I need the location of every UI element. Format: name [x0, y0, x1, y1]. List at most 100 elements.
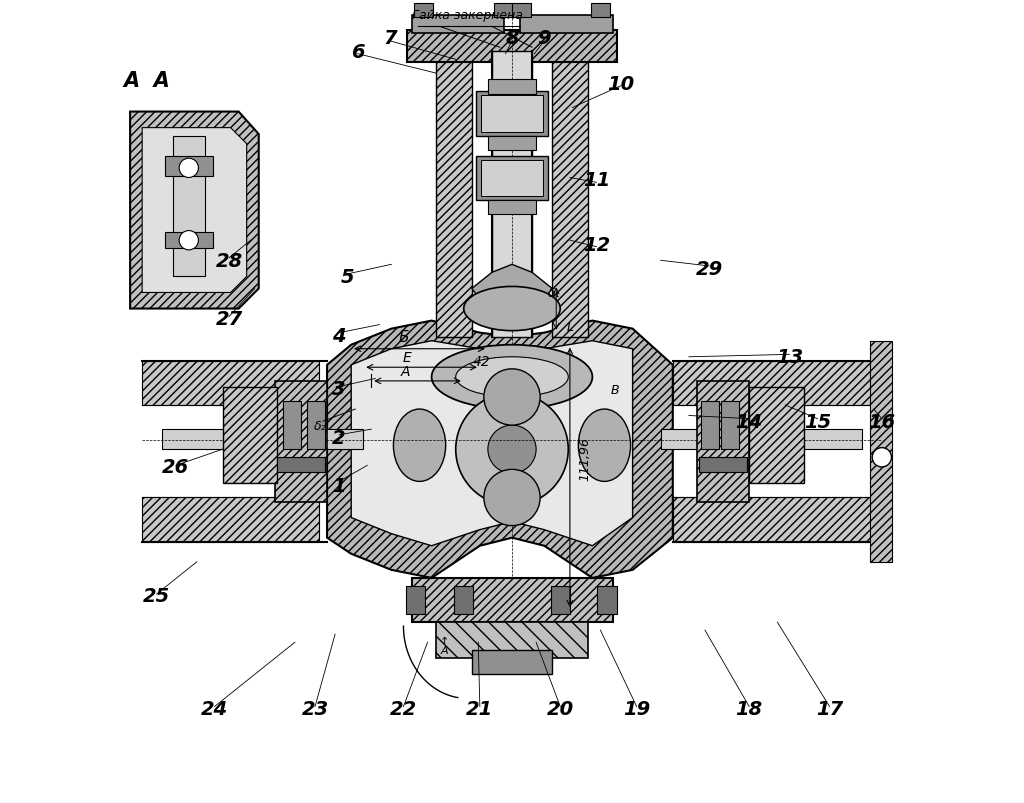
Ellipse shape	[456, 357, 568, 397]
Text: 2: 2	[333, 428, 346, 447]
Text: 15: 15	[804, 412, 831, 431]
Bar	[721, 402, 738, 450]
Bar	[597, 586, 616, 614]
Text: δ₁: δ₁	[548, 287, 561, 300]
Bar	[412, 578, 612, 622]
Text: 1: 1	[333, 476, 346, 495]
Bar	[487, 201, 537, 215]
Text: 26: 26	[162, 458, 189, 477]
Circle shape	[484, 470, 540, 526]
Polygon shape	[472, 265, 552, 321]
Bar	[414, 4, 433, 18]
Text: 6: 6	[351, 43, 365, 62]
Bar	[591, 4, 610, 18]
Bar	[165, 233, 213, 249]
Bar	[487, 137, 537, 151]
Bar	[278, 458, 326, 472]
Bar	[307, 402, 325, 450]
Bar	[660, 430, 862, 450]
Bar	[412, 16, 504, 34]
Bar	[701, 402, 719, 450]
Text: 14: 14	[735, 412, 763, 431]
Bar	[142, 361, 319, 406]
Text: ↑
А: ↑ А	[439, 636, 450, 655]
Text: 25: 25	[143, 586, 170, 605]
Bar	[750, 387, 804, 483]
Text: 13: 13	[776, 348, 803, 367]
Bar	[454, 586, 473, 614]
Text: 23: 23	[301, 699, 329, 718]
Text: 9: 9	[538, 29, 551, 48]
Bar	[165, 157, 213, 177]
Polygon shape	[351, 341, 633, 546]
Ellipse shape	[431, 345, 593, 410]
Bar	[487, 80, 537, 95]
Text: 5: 5	[340, 267, 354, 287]
Ellipse shape	[464, 287, 560, 331]
Text: 111,96: 111,96	[578, 437, 591, 481]
Text: 16: 16	[868, 412, 895, 431]
Text: 12: 12	[583, 235, 610, 255]
Bar	[274, 381, 327, 502]
Polygon shape	[142, 128, 247, 293]
Bar	[673, 498, 873, 542]
Bar	[142, 498, 319, 542]
Text: L: L	[566, 321, 573, 334]
Text: 20: 20	[547, 699, 573, 718]
Text: А  А: А А	[124, 71, 170, 91]
Bar	[283, 402, 301, 450]
Text: 24: 24	[201, 699, 228, 718]
Bar	[472, 650, 552, 675]
Text: δ₂: δ₂	[314, 420, 327, 433]
Text: А: А	[401, 365, 411, 379]
Text: 28: 28	[215, 251, 243, 271]
Text: 4: 4	[333, 326, 346, 345]
Text: 42: 42	[472, 354, 490, 369]
Bar	[698, 458, 746, 472]
Circle shape	[179, 231, 199, 251]
Text: 21: 21	[466, 699, 494, 718]
Text: Гайка закернена: Гайка закернена	[413, 10, 523, 22]
Bar	[435, 52, 472, 337]
Ellipse shape	[393, 410, 445, 482]
Circle shape	[484, 369, 540, 426]
Bar	[697, 381, 750, 502]
Text: 29: 29	[695, 259, 723, 279]
Bar	[512, 4, 531, 18]
Ellipse shape	[579, 410, 631, 482]
Polygon shape	[327, 321, 673, 578]
Bar	[435, 622, 589, 658]
Text: 10: 10	[607, 75, 634, 94]
Bar	[520, 16, 612, 34]
Text: 27: 27	[215, 310, 243, 329]
Circle shape	[456, 393, 568, 506]
Bar	[551, 586, 570, 614]
Text: 3: 3	[333, 380, 346, 399]
Bar	[481, 96, 543, 132]
Bar	[406, 586, 425, 614]
Text: 8: 8	[505, 29, 519, 48]
Bar	[552, 52, 589, 337]
Text: Б: Б	[398, 329, 409, 344]
Text: 19: 19	[623, 699, 650, 718]
Bar	[476, 157, 548, 201]
Circle shape	[872, 448, 892, 467]
Bar	[476, 92, 548, 137]
Text: 17: 17	[816, 699, 843, 718]
Circle shape	[487, 426, 537, 474]
Bar	[481, 161, 543, 197]
Bar	[495, 4, 514, 18]
Bar	[869, 341, 892, 562]
Text: 18: 18	[735, 699, 763, 718]
Text: Е: Е	[403, 350, 412, 365]
Circle shape	[179, 159, 199, 178]
Bar	[162, 430, 364, 450]
Text: 7: 7	[383, 29, 396, 48]
Text: 11: 11	[583, 171, 610, 190]
Bar	[408, 31, 616, 63]
Bar	[492, 52, 532, 337]
Bar	[222, 387, 278, 483]
Bar	[673, 361, 873, 406]
Text: В: В	[610, 384, 620, 397]
Bar	[173, 137, 205, 277]
